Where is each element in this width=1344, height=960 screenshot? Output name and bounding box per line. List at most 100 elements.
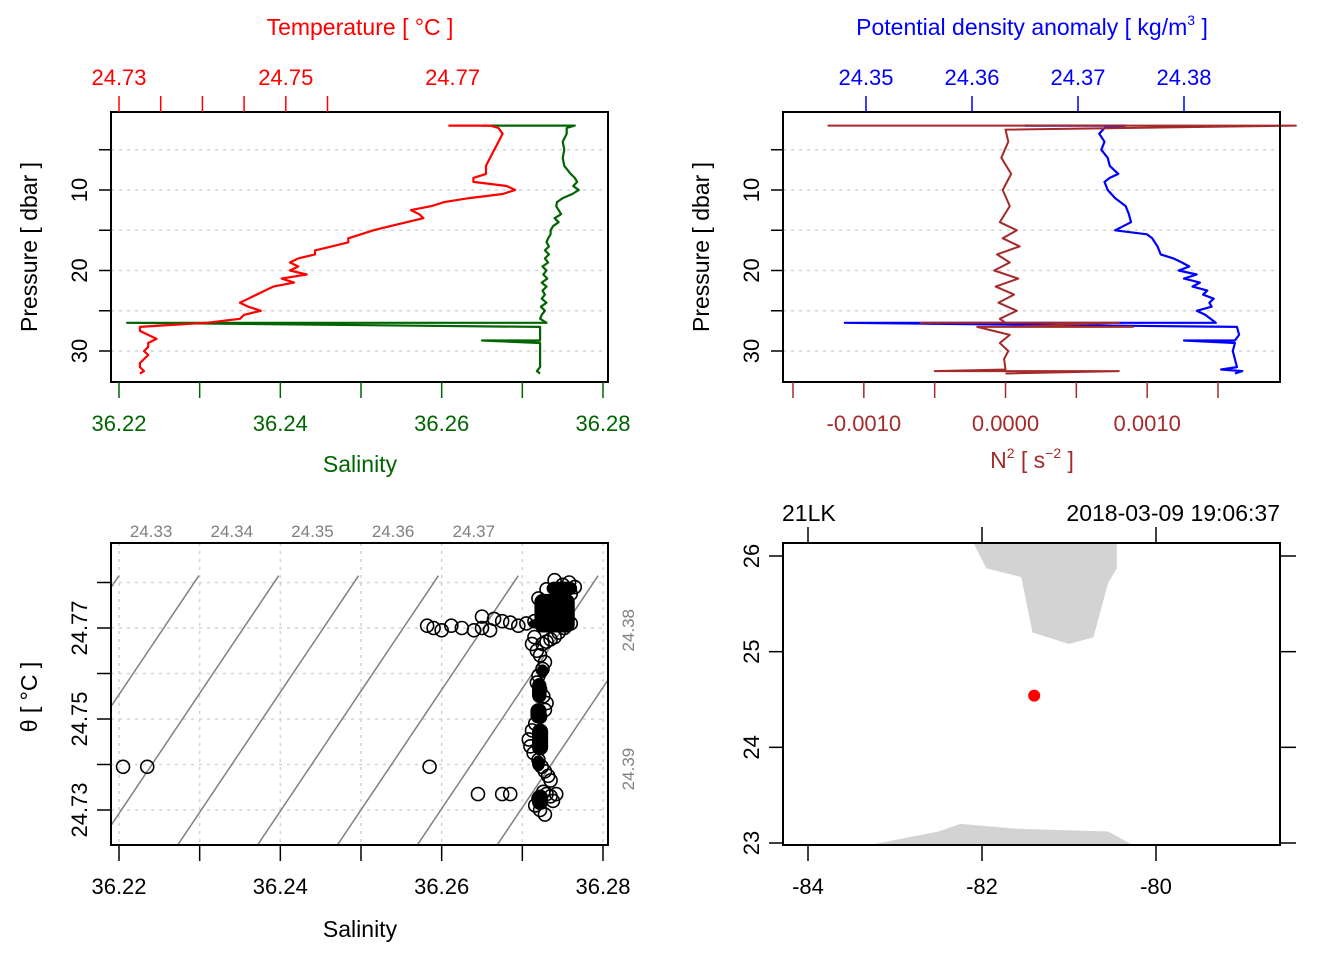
p1-pressure-axis: 10 20 30 <box>67 149 111 363</box>
p2-pressure-axis: 10 20 30 <box>739 149 783 363</box>
isopycnal-label: 24.35 <box>291 522 334 541</box>
p4-station <box>1028 689 1041 702</box>
p3-gridlines <box>111 543 608 845</box>
p3-isopycnal-labels: 24.33 24.34 24.35 24.36 24.37 24.38 24.39 <box>130 522 638 790</box>
y-tick-label: 20 <box>739 258 764 282</box>
isopycnal-label: 24.37 <box>452 522 495 541</box>
p2-density-axis-title: Potential density anomaly [ kg/m3 ] <box>856 12 1208 40</box>
bottom-tick-label: 36.22 <box>91 411 146 436</box>
p1-temperature-axis-title: Temperature [ °C ] <box>267 14 454 40</box>
ts-point <box>548 786 564 802</box>
ts-point <box>426 620 441 636</box>
n2-line <box>827 124 1297 375</box>
ts-point <box>502 786 518 802</box>
p2-frame <box>782 111 1281 383</box>
x-tick-label: 36.24 <box>253 874 308 899</box>
p2-gridlines <box>783 149 1280 352</box>
bottom-tick-label: 36.28 <box>575 411 630 436</box>
top-tick-label: 24.77 <box>425 65 480 90</box>
p1-salinity-axis: 36.22 36.24 36.26 36.28 <box>91 382 631 436</box>
top-tick-label: 24.75 <box>258 65 313 90</box>
ts-diagram-panel: 36.22 36.24 36.26 36.28 24.73 24.75 24.77 24.… <box>16 522 638 942</box>
y-tick-label: 10 <box>67 178 92 202</box>
salinity-line <box>125 124 580 375</box>
y-tick-label: 26 <box>739 544 764 568</box>
isopycnal-line <box>176 575 360 845</box>
top-tick-label: 24.38 <box>1156 65 1211 90</box>
bottom-tick-label: -0.0010 <box>827 411 902 436</box>
isopycnal-label: 24.34 <box>210 522 253 541</box>
y-tick-label: 10 <box>739 178 764 202</box>
isopycnal-label: 24.39 <box>619 748 638 791</box>
y-tick-label: 24.77 <box>67 600 92 655</box>
p1-series <box>125 124 580 375</box>
ts-point <box>470 786 486 802</box>
y-tick-label: 24.73 <box>67 782 92 837</box>
ts-point-cluster <box>536 664 549 679</box>
y-tick-label: 23 <box>739 831 764 855</box>
y-tick-label: 30 <box>739 339 764 363</box>
isopycnal-line <box>256 575 440 845</box>
x-tick-label: 36.28 <box>575 874 630 899</box>
station-name-label: 21LK <box>782 500 836 526</box>
salinity-temperature-panel: 24.73 24.75 24.77 36.22 36.24 36.26 36.28 10 2… <box>16 14 631 477</box>
y-tick-label: 24.75 <box>67 691 92 746</box>
p1-frame <box>110 111 609 383</box>
isopycnal-line <box>111 575 200 708</box>
p4-land <box>869 543 1133 845</box>
ts-point-cluster <box>532 678 547 704</box>
isopycnal-label: 24.38 <box>619 609 638 652</box>
p2-pressure-axis-title: Pressure [ dbar ] <box>688 162 714 332</box>
top-tick-label: 24.35 <box>838 65 893 90</box>
ts-point-cluster <box>532 723 549 756</box>
ts-point <box>444 618 459 634</box>
bottom-tick-label: 36.26 <box>414 411 469 436</box>
x-tick-label: 36.22 <box>91 874 146 899</box>
p2-n2-axis-title: N2 [ s−2 ] <box>990 445 1074 473</box>
y-tick-label: 30 <box>67 339 92 363</box>
ts-point <box>502 615 518 630</box>
ts-point <box>535 636 550 652</box>
ts-point <box>466 622 482 638</box>
temperature-line <box>138 124 517 375</box>
isopycnal-line <box>496 678 608 845</box>
ts-point <box>115 759 131 775</box>
ts-point <box>434 622 449 638</box>
ts-point <box>474 620 490 636</box>
ts-point <box>494 786 510 802</box>
p3-theta-axis: 24.73 24.75 24.77 <box>67 581 111 838</box>
isopycnal-label: 24.36 <box>372 522 415 541</box>
p4-axes: -84 -82 -80 23 24 25 26 <box>739 527 1296 899</box>
p3-frame <box>110 542 609 846</box>
bottom-tick-label: 36.24 <box>253 411 308 436</box>
ts-point <box>539 695 554 711</box>
p1-gridlines <box>111 149 608 352</box>
top-tick-label: 24.73 <box>91 65 146 90</box>
x-tick-label: -80 <box>1140 874 1172 899</box>
p3-salinity-axis-title: Salinity <box>323 916 398 942</box>
x-tick-label: 36.26 <box>414 874 469 899</box>
p2-density-axis: 24.35 24.36 24.37 24.38 <box>838 65 1212 112</box>
station-map-panel: -84 -82 -80 23 24 25 26 21LK 2018-03-09 19:06:… <box>739 500 1296 899</box>
p2-n2-axis: -0.0010 0.0000 0.0010 <box>792 382 1219 436</box>
ts-point-cluster <box>528 618 551 628</box>
bottom-tick-label: 0.0000 <box>972 411 1039 436</box>
y-tick-label: 24 <box>739 735 764 759</box>
p3-salinity-axis: 36.22 36.24 36.26 36.28 <box>91 845 631 899</box>
station-time-label: 2018-03-09 19:06:37 <box>1066 500 1280 526</box>
x-tick-label: -84 <box>792 874 824 899</box>
isopycnal-line <box>111 575 280 827</box>
ts-point <box>486 611 502 627</box>
x-tick-label: -82 <box>966 874 998 899</box>
top-tick-label: 24.36 <box>944 65 999 90</box>
p1-pressure-axis-title: Pressure [ dbar ] <box>16 162 42 332</box>
ts-point <box>419 618 435 634</box>
ts-point <box>139 759 155 775</box>
n2-density-panel: 24.35 24.36 24.37 24.38 -0.0010 0.0000 0.0010… <box>688 12 1297 473</box>
density-line <box>843 124 1244 375</box>
p3-isopycnal-lines <box>111 575 608 845</box>
ts-point <box>543 773 558 788</box>
land-cuba <box>869 823 1133 845</box>
top-tick-label: 24.37 <box>1050 65 1105 90</box>
